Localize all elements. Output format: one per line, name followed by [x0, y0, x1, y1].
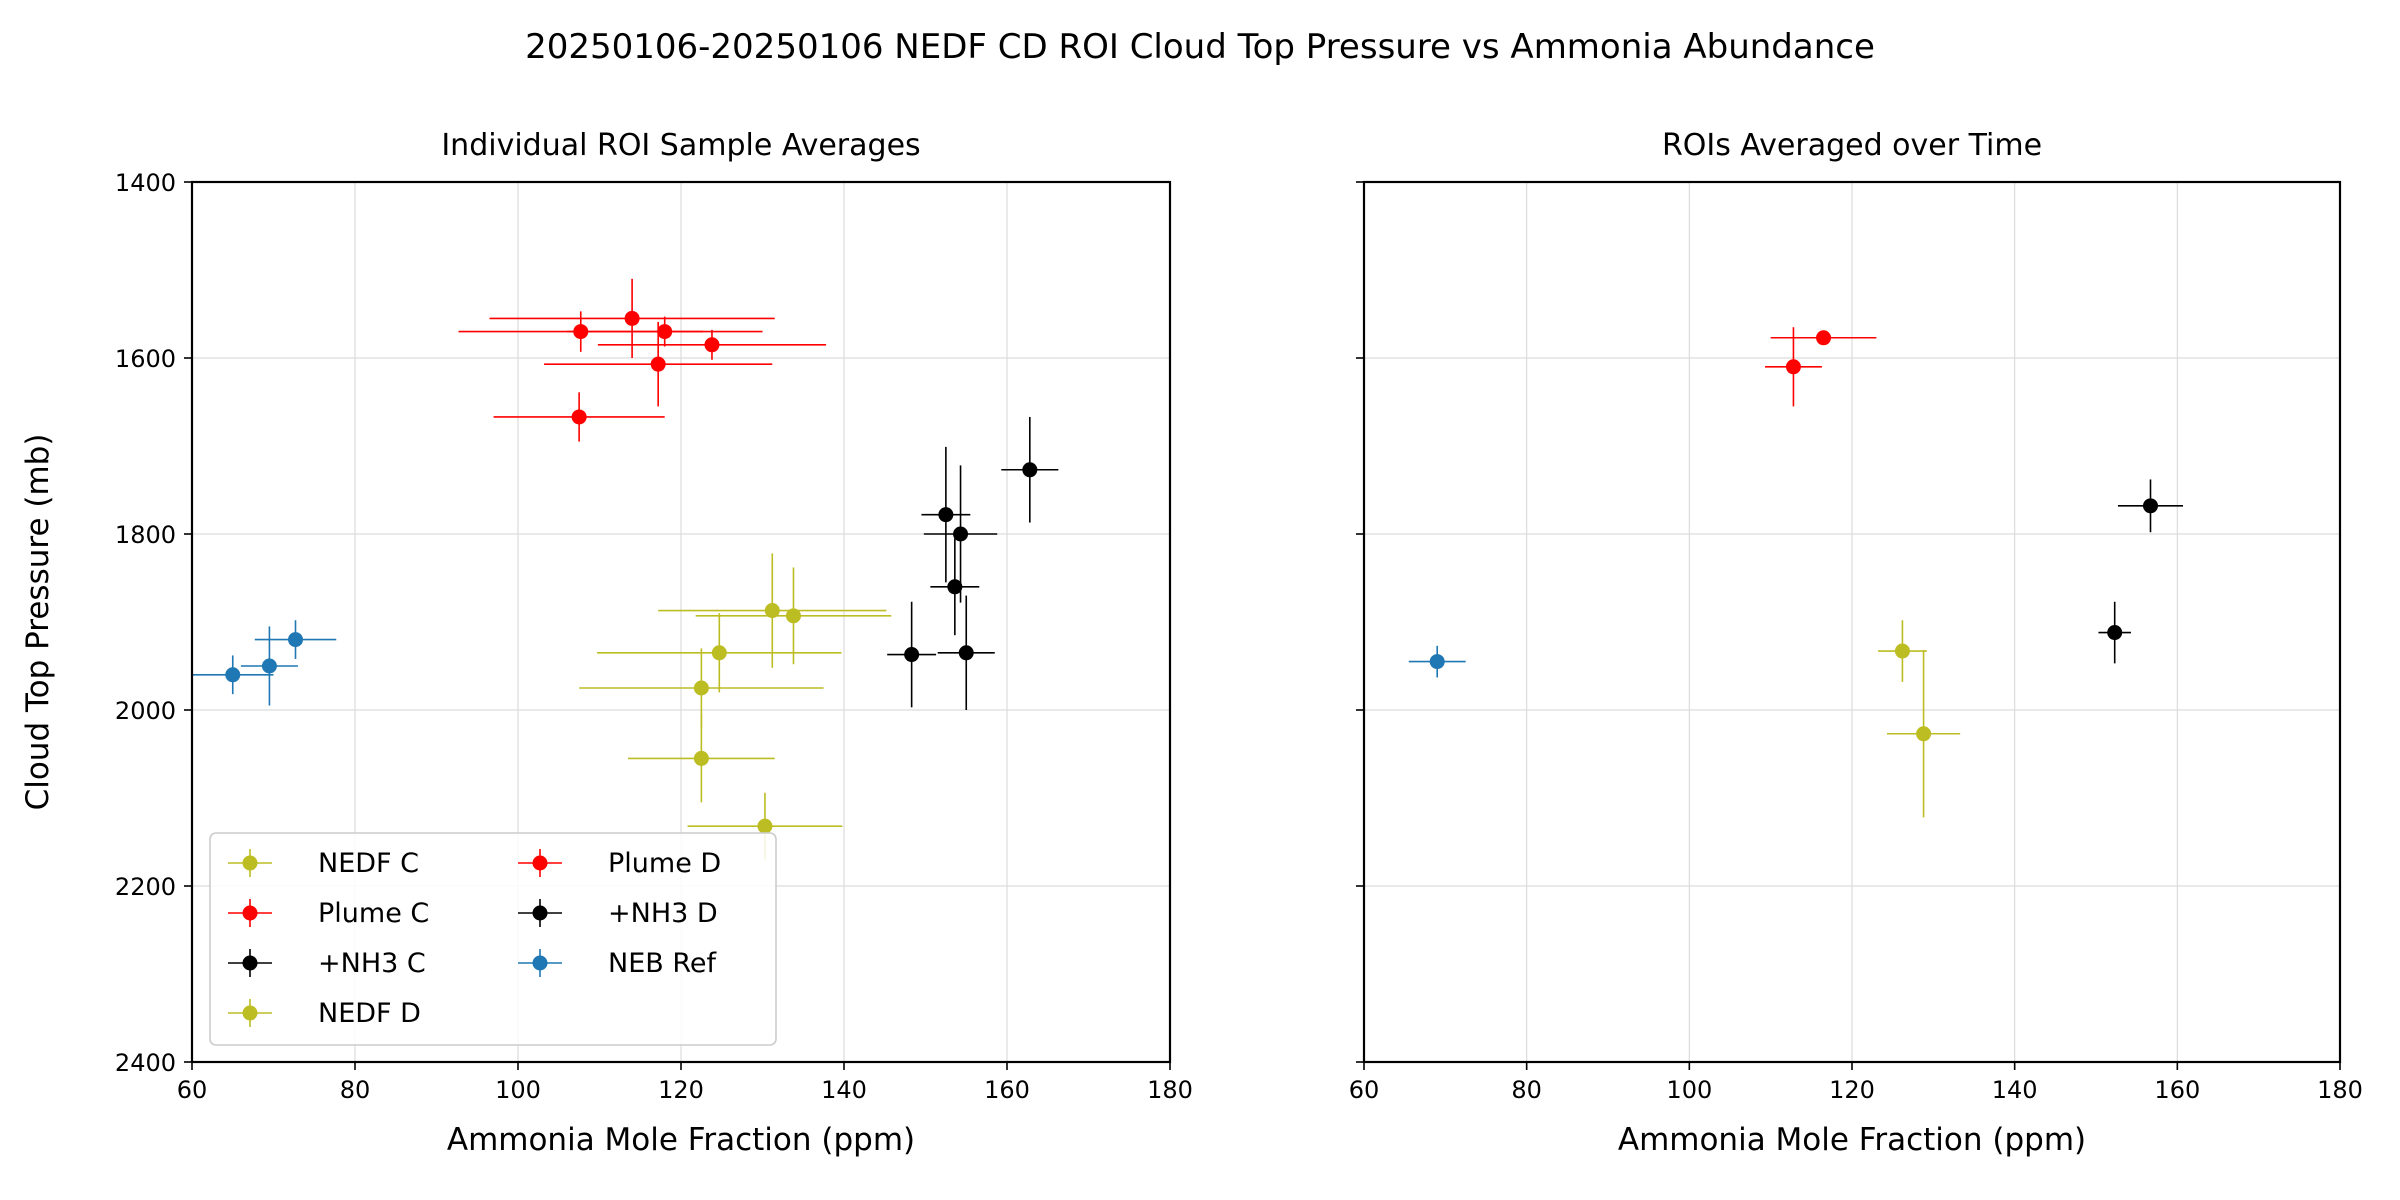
- x-tick-label: 60: [177, 1076, 208, 1104]
- data-point: [650, 356, 666, 372]
- series-neb-ref: [1408, 645, 1466, 678]
- y-axis-label: Cloud Top Pressure (mb): [20, 434, 56, 811]
- data-point: [1785, 359, 1801, 375]
- legend-label: Plume C: [318, 898, 429, 929]
- data-point: [947, 579, 963, 595]
- data-point: [1022, 462, 1038, 478]
- legend-label: NEDF C: [318, 848, 419, 879]
- legend-marker: [242, 855, 258, 871]
- x-tick-label: 100: [495, 1076, 541, 1104]
- y-tick-label: 1400: [115, 169, 176, 197]
- right-panel: 60 80 100 120 140 160 180 ROIs Averaged over Ti…: [1349, 128, 2363, 1158]
- legend-box: [209, 832, 777, 1046]
- y-tick-label: 1600: [115, 345, 176, 373]
- y-tick-label: 2200: [115, 873, 176, 901]
- data-point: [288, 632, 304, 648]
- data-point: [757, 818, 773, 834]
- plot-frame: [1362, 180, 2342, 1064]
- data-point: [1894, 643, 1910, 659]
- legend-label: NEDF D: [318, 998, 421, 1029]
- legend-marker: [532, 855, 548, 871]
- legend-marker: [242, 905, 258, 921]
- data-point: [711, 645, 727, 661]
- x-tick-label: 140: [1992, 1076, 2038, 1104]
- legend-item: NEDF C: [228, 848, 419, 879]
- legend-marker: [242, 1005, 258, 1021]
- x-tick-label: 180: [1147, 1076, 1193, 1104]
- series-plume-d: [1770, 330, 1877, 346]
- legend-label: Plume D: [608, 848, 721, 879]
- x-tick-label: 160: [984, 1076, 1030, 1104]
- x-tick-label: 80: [1511, 1076, 1542, 1104]
- y-tick-label: 2000: [115, 697, 176, 725]
- data-point: [624, 310, 640, 326]
- data-point: [693, 750, 709, 766]
- plot-frame: [190, 180, 1172, 1064]
- figure-title: 20250106-20250106 NEDF CD ROI Cloud Top …: [525, 27, 1875, 67]
- x-tick-label: 120: [658, 1076, 704, 1104]
- legend-marker: [532, 905, 548, 921]
- data-point: [1429, 654, 1445, 670]
- panel-title: Individual ROI Sample Averages: [441, 128, 920, 163]
- legend-marker: [242, 955, 258, 971]
- x-axis-label: Ammonia Mole Fraction (ppm): [447, 1122, 915, 1158]
- legend-label: NEB Ref: [608, 948, 718, 979]
- x-tick-label: 180: [2317, 1076, 2363, 1104]
- data-point: [1816, 330, 1832, 346]
- panel-title: ROIs Averaged over Time: [1662, 128, 2042, 163]
- data-point: [225, 667, 241, 683]
- x-tick-label: 60: [1349, 1076, 1380, 1104]
- legend: NEDF C Plume C +NH3 C NEDF D Plume D +NH3 D N…: [209, 832, 777, 1046]
- series-nedf-d: [1886, 650, 1961, 818]
- series-nedf-c: [1878, 620, 1927, 682]
- x-tick-label: 100: [1666, 1076, 1712, 1104]
- data-point: [1916, 726, 1932, 742]
- left-panel: 60 80 100 120 140 160 180 1400 1600 1800 2000 2200 2…: [20, 128, 1193, 1158]
- data-point: [785, 608, 801, 624]
- y-tick-label: 2400: [115, 1049, 176, 1077]
- data-point: [704, 337, 720, 353]
- data-point: [953, 526, 969, 542]
- legend-item: +NH3 C: [228, 948, 426, 979]
- data-point: [938, 507, 954, 523]
- legend-item: NEB Ref: [518, 948, 718, 979]
- x-axis-label: Ammonia Mole Fraction (ppm): [1618, 1122, 2086, 1158]
- series-plume-d: [544, 316, 827, 407]
- series-neb-ref: [192, 620, 337, 706]
- series--nh3-c: [2098, 601, 2131, 664]
- x-tick-label: 120: [1829, 1076, 1875, 1104]
- x-tick-label: 160: [2154, 1076, 2200, 1104]
- data-point: [904, 647, 920, 663]
- legend-item: Plume C: [228, 898, 429, 929]
- data-point: [693, 680, 709, 696]
- legend-item: Plume D: [518, 848, 721, 879]
- y-tick-label: 1800: [115, 521, 176, 549]
- data-point: [764, 603, 780, 619]
- data-point: [261, 658, 277, 674]
- legend-label: +NH3 C: [318, 948, 426, 979]
- series-plume-c: [1764, 327, 1822, 407]
- legend-item: NEDF D: [228, 998, 421, 1029]
- data-point: [571, 409, 587, 425]
- series--nh3-c: [887, 416, 1059, 708]
- x-tick-label: 140: [821, 1076, 867, 1104]
- legend-item: +NH3 D: [518, 898, 718, 929]
- data-point: [2142, 498, 2158, 514]
- series--nh3-d: [2117, 479, 2184, 533]
- series-nedf-c: [579, 553, 887, 803]
- data-point: [2107, 625, 2123, 641]
- legend-label: +NH3 D: [608, 898, 718, 929]
- data-point: [958, 645, 974, 661]
- legend-marker: [532, 955, 548, 971]
- data-point: [657, 324, 673, 340]
- series--nh3-d: [923, 465, 998, 710]
- x-tick-label: 80: [340, 1076, 371, 1104]
